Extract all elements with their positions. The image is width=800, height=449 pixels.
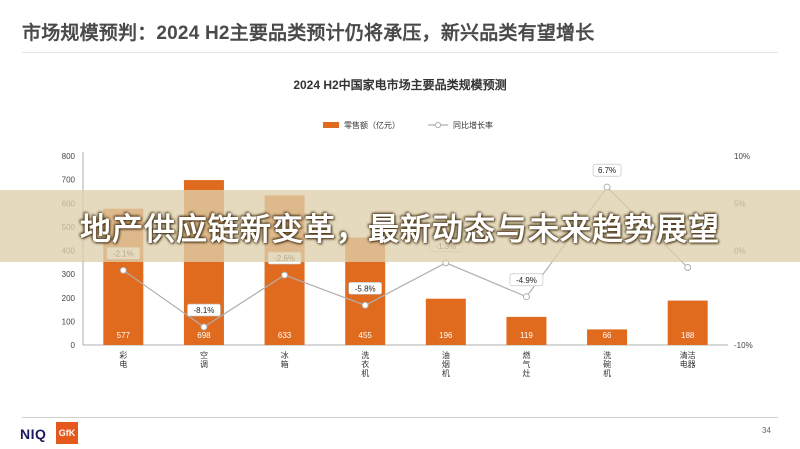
x-tick-label: 电 (119, 359, 127, 369)
x-tick-label: 机 (603, 368, 611, 378)
bar-value-label: 196 (439, 331, 453, 340)
y-right-tick-label: -10% (734, 341, 753, 350)
x-tick-label: 油 (442, 350, 450, 360)
legend-line-label: 同比增长率 (453, 120, 493, 130)
x-tick-label: 机 (442, 368, 450, 378)
bar-5 (425, 298, 466, 345)
growth-label-box (348, 282, 382, 295)
bar-value-label: 698 (197, 331, 211, 340)
page-number: 34 (762, 426, 771, 435)
x-tick-label: 碗 (603, 359, 611, 369)
growth-data-label: -8.1% (193, 306, 214, 315)
banner-headline: 地产供应链新变革，最新动态与未来趋势展望 (80, 211, 720, 248)
x-tick-label: 彩 (119, 350, 127, 360)
growth-data-label: 6.7% (598, 166, 616, 175)
bar-value-label: 633 (278, 331, 292, 340)
y-left-tick-label: 300 (62, 270, 76, 279)
niq-logo: NIQ (20, 426, 47, 442)
growth-label-box (509, 273, 544, 287)
bar-8 (667, 300, 708, 345)
x-tick-label: 清洁 (680, 350, 696, 360)
bar-value-label: 119 (520, 331, 533, 340)
growth-label-box (592, 163, 622, 177)
title-divider (22, 52, 778, 53)
growth-point-8 (684, 264, 692, 272)
y-left-tick-label: 700 (62, 176, 76, 185)
page-title: 市场规模预判：2024 H2主要品类预计仍将承压，新兴品类有望增长 (22, 23, 595, 44)
y-left-tick-label: 0 (71, 341, 76, 350)
x-tick-label: 洗 (361, 350, 369, 360)
growth-data-label: -5.8% (355, 284, 376, 293)
bar-value-label: 455 (359, 331, 373, 340)
x-tick-label: 箱 (281, 359, 289, 369)
bar-7 (587, 329, 628, 345)
x-tick-label: 电器 (680, 359, 696, 369)
bar-value-label: 188 (681, 331, 695, 340)
growth-point-1 (119, 266, 127, 274)
overlay-banner: 地产供应链新变革，最新动态与未来趋势展望 (0, 190, 800, 262)
gfk-logo: GfK (56, 422, 78, 444)
legend-bar-label: 零售额（亿元） (344, 120, 400, 130)
growth-point-6 (522, 293, 530, 301)
y-left-tick-label: 800 (62, 152, 76, 161)
x-tick-label: 洗 (603, 350, 611, 360)
legend-line-marker (434, 121, 442, 129)
growth-data-label: -4.9% (516, 276, 537, 285)
x-tick-label: 衣 (361, 359, 369, 369)
x-tick-label: 调 (200, 360, 208, 369)
growth-point-4 (361, 301, 369, 309)
bar-value-label: 577 (117, 331, 131, 340)
footer-divider (22, 417, 778, 418)
bar-value-label: 66 (603, 331, 612, 340)
x-tick-label: 烟 (442, 360, 450, 369)
y-left-tick-label: 100 (62, 317, 76, 326)
x-tick-label: 空 (200, 350, 208, 360)
x-tick-label: 机 (361, 368, 369, 378)
bar-6 (506, 316, 547, 345)
x-tick-label: 气 (522, 359, 530, 369)
x-tick-label: 灶 (522, 368, 530, 378)
x-tick-label: 燃 (522, 350, 530, 360)
x-tick-label: 冰 (281, 350, 289, 360)
legend-bar-swatch (323, 122, 339, 128)
chart-title: 2024 H2中国家电市场主要品类规模预测 (293, 78, 507, 92)
y-left-tick-label: 200 (62, 294, 76, 303)
growth-point-2 (200, 323, 208, 331)
growth-point-3 (281, 271, 289, 279)
growth-label-box (187, 303, 221, 317)
y-right-tick-label: 10% (734, 152, 750, 161)
